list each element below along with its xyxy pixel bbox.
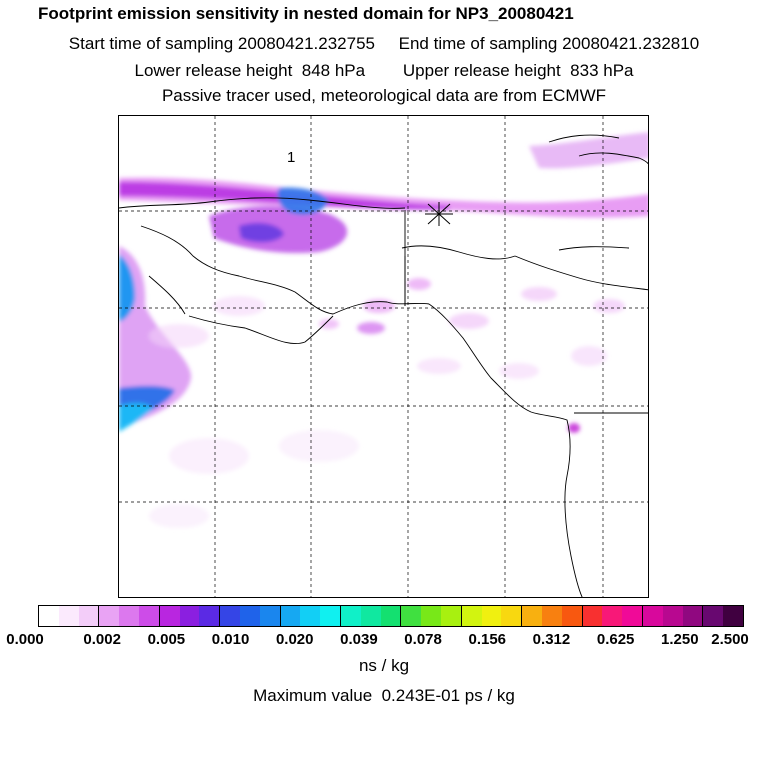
colorbar-segment [179,606,200,626]
colorbar-segment [58,606,79,626]
colorbar-tick-label: 1.250 [661,631,699,648]
colorbar-segment [300,606,321,626]
colorbar-segment [703,606,724,626]
colorbar-tick-label: 0.312 [532,631,571,648]
colorbar-segment [239,606,260,626]
colorbar [38,605,744,627]
coastlines [119,134,648,597]
colorbar-segment [340,606,361,626]
colorbar-tick-label: 0.000 [6,631,44,648]
footprint-map: 1 [119,116,648,597]
emission-plume [119,132,648,528]
colorbar-tick-label: 0.002 [83,631,121,648]
colorbar-segment [421,606,441,626]
colorbar-segment [401,606,422,626]
colorbar-tick-label: 0.010 [211,631,250,648]
colorbar-segment [220,606,240,626]
colorbar-segment [582,606,603,626]
map-label: 1 [287,149,295,166]
tracer-info-line: Passive tracer used, meteorological data… [161,86,607,105]
colorbar-segment [280,606,301,626]
colorbar-segment [78,606,100,626]
colorbar-segment [723,606,743,626]
colorbar-segment [622,606,643,626]
colorbar-segment [99,606,120,626]
colorbar-tick-label: 0.625 [596,631,635,648]
lat-lon-grid [119,116,648,597]
colorbar-segment [541,606,562,626]
release-location-marker [425,202,453,226]
colorbar-segment [138,606,160,626]
colorbar-segment [320,606,341,626]
colorbar-tick-label: 0.156 [468,631,507,648]
colorbar-segment [39,606,59,626]
colorbar-segment [159,606,180,626]
colorbar-segment [642,606,663,626]
colorbar-segment [461,606,482,626]
colorbar-tick-label: 0.078 [404,631,442,648]
colorbar-tick-label: 0.039 [340,631,378,648]
colorbar-segment [481,606,502,626]
sampling-time-line: Start time of sampling 20080421.232755 E… [68,34,700,53]
colorbar-segment [380,606,402,626]
colorbar-segment [259,606,281,626]
colorbar-unit: ns / kg [358,656,410,675]
colorbar-tick-label: 0.020 [275,631,314,648]
map-panel: 1 [118,115,649,598]
colorbar-segment [662,606,683,626]
colorbar-segment [199,606,221,626]
colorbar-segment [602,606,623,626]
colorbar-segment [360,606,381,626]
colorbar-tick-label: 2.500 [711,631,749,648]
colorbar-segment [440,606,462,626]
plot-title: Footprint emission sensitivity in nested… [38,4,574,23]
colorbar-tick-label: 0.005 [147,631,186,648]
release-height-line: Lower release height 848 hPa Upper relea… [134,61,634,80]
colorbar-segment [501,606,523,626]
maximum-value-text: Maximum value 0.243E-01 ps / kg [253,686,515,705]
colorbar-segment [522,606,542,626]
colorbar-segment [119,606,139,626]
colorbar-segment [682,606,704,626]
colorbar-segment [561,606,583,626]
